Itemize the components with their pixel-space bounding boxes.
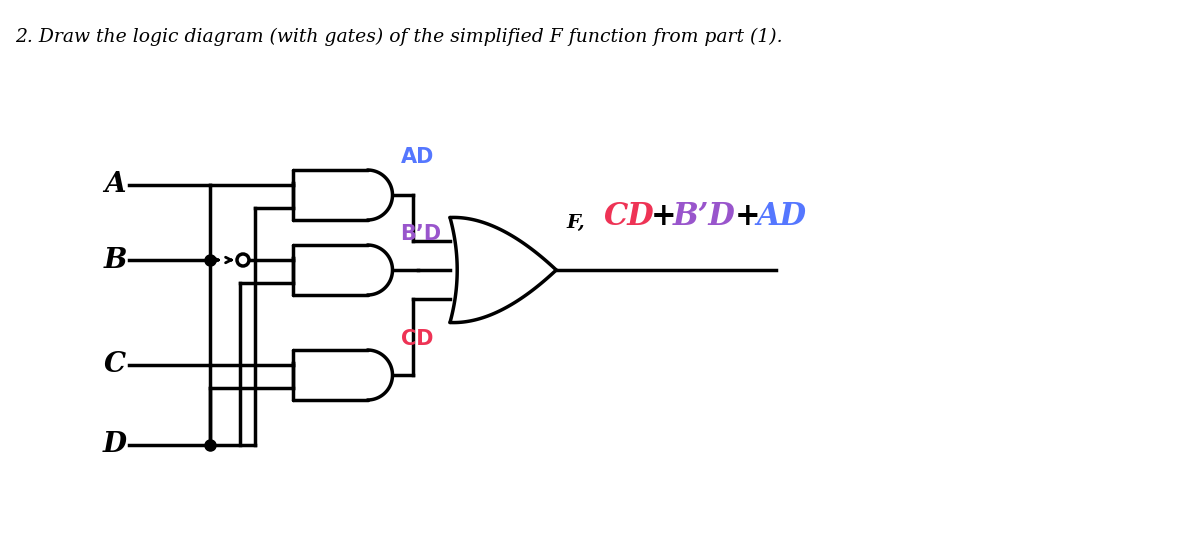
Text: B: B (103, 247, 127, 274)
Text: B’D: B’D (672, 201, 736, 232)
Text: B’D: B’D (401, 224, 442, 244)
Text: CD: CD (605, 201, 655, 232)
Text: 2. Draw the logic diagram (with gates) of the simplified F function from part (1: 2. Draw the logic diagram (with gates) o… (14, 28, 782, 46)
Text: AD: AD (756, 201, 806, 232)
Text: A: A (104, 171, 126, 198)
Text: AD: AD (401, 147, 434, 167)
Text: C: C (104, 352, 126, 378)
Text: +: + (734, 201, 760, 232)
Text: F,: F, (566, 214, 584, 232)
Text: D: D (103, 431, 127, 459)
Text: +: + (650, 201, 676, 232)
Text: CD: CD (401, 329, 433, 349)
